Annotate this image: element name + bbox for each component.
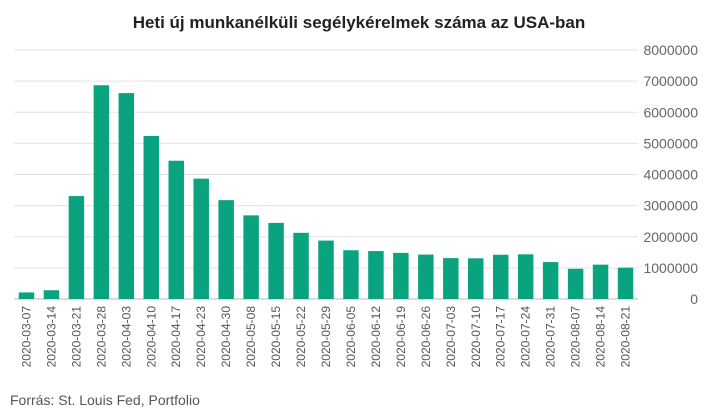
bar-2020-08-07 [567,268,584,299]
bars [18,85,634,300]
y-tick-label: 8000000 [643,42,698,58]
bar-2020-07-31 [542,262,559,299]
x-tick-label: 2020-04-03 [119,306,133,368]
bar-2020-04-23 [193,178,209,299]
x-tick-label: 2020-07-31 [544,306,558,368]
bar-2020-06-26 [418,254,434,299]
bar-2020-07-17 [492,254,509,299]
chart-title: Heti új munkanélküli segélykérelmek szám… [133,13,586,32]
x-tick-label: 2020-06-19 [394,306,408,368]
x-tick-label: 2020-07-03 [444,306,458,368]
bar-2020-03-21 [68,196,85,299]
y-tick-label: 2000000 [643,229,698,245]
bar-2020-04-10 [143,135,160,299]
bar-2020-08-21 [617,267,634,299]
y-tick-label: 7000000 [643,73,698,89]
gridlines [14,49,638,300]
source-note: Forrás: St. Louis Fed, Portfolio [10,392,200,408]
x-tick-label: 2020-05-15 [269,306,283,368]
x-tick-label: 2020-03-07 [19,306,33,368]
y-axis: 0 1000000 2000000 3000000 4000000 5000000 6000… [643,42,698,307]
x-tick-label: 2020-05-22 [294,306,308,368]
bar-2020-05-15 [268,222,284,299]
x-tick-label: 2020-07-10 [469,306,483,368]
bar-2020-08-14 [592,264,609,299]
bar-2020-07-24 [517,254,534,299]
bar-2020-06-12 [368,251,384,299]
x-tick-label: 2020-06-05 [344,306,358,368]
bar-2020-05-08 [243,215,259,299]
x-tick-label: 2020-04-23 [194,306,208,368]
bar-2020-04-30 [218,200,234,299]
x-tick-label: 2020-07-24 [519,306,533,368]
y-tick-label: 5000000 [643,135,698,151]
x-tick-label: 2020-06-26 [419,306,433,368]
bar-2020-03-28 [93,85,110,300]
x-tick-label: 2020-08-07 [569,306,583,368]
x-tick-label: 2020-06-12 [369,306,383,368]
x-tick-label: 2020-08-14 [594,306,608,368]
bar-2020-06-19 [393,252,409,299]
x-tick-label: 2020-04-30 [219,306,233,368]
bar-2020-05-29 [318,240,334,299]
x-tick-label: 2020-04-10 [144,306,158,368]
y-tick-label: 3000000 [643,198,698,214]
bar-2020-07-03 [443,258,459,299]
bar-2020-03-07 [18,292,35,299]
bar-2020-04-03 [118,93,135,299]
y-tick-label: 6000000 [643,104,698,120]
bar-2020-07-10 [468,258,484,299]
y-tick-label: 1000000 [643,260,698,276]
x-tick-label: 2020-03-14 [44,306,58,368]
bar-2020-05-22 [293,232,309,299]
x-axis: 2020-03-07 2020-03-14 2020-03-21 2020-03-28… [19,306,632,368]
x-tick-label: 2020-05-29 [319,306,333,368]
y-tick-label: 0 [690,291,698,307]
x-tick-label: 2020-04-17 [169,306,183,368]
x-tick-label: 2020-03-28 [94,306,108,368]
x-tick-label: 2020-08-21 [619,306,633,368]
x-tick-label: 2020-07-17 [494,306,508,368]
bar-2020-04-17 [168,160,184,299]
y-tick-label: 4000000 [643,167,698,183]
x-tick-label: 2020-03-21 [69,306,83,368]
x-tick-label: 2020-05-08 [244,306,258,368]
bar-2020-03-14 [43,290,60,299]
bar-2020-06-05 [343,250,359,299]
